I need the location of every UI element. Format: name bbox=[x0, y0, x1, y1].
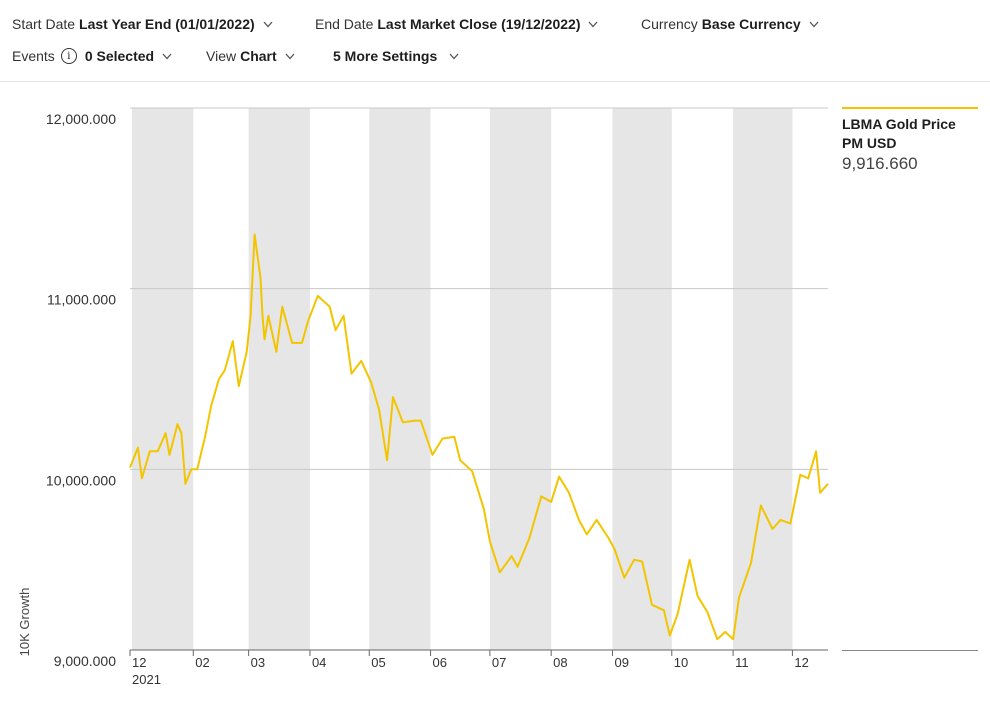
gold-price-chart[interactable]: 12,000.00011,000.00010,000.0009,000.000 … bbox=[0, 82, 840, 701]
legend-series-value: 9,916.660 bbox=[842, 154, 918, 173]
end-date-value: Last Market Close (19/12/2022) bbox=[377, 16, 581, 32]
y-tick-label: 12,000.000 bbox=[46, 111, 116, 127]
chevron-down-icon bbox=[162, 53, 172, 60]
x-tick-sublabel: 2021 bbox=[132, 672, 161, 687]
events-selector[interactable]: Events i 0 Selected bbox=[12, 48, 172, 64]
more-settings-label: 5 More Settings bbox=[333, 48, 438, 64]
y-tick-label: 10,000.000 bbox=[46, 472, 116, 488]
x-tick-label: 02 bbox=[195, 655, 209, 670]
info-icon[interactable]: i bbox=[60, 48, 77, 64]
x-tick-label: 04 bbox=[312, 655, 326, 670]
y-axis-ticks: 12,000.000 11,000.000 10,000.000 9,000.000 bbox=[46, 111, 116, 669]
legend-series-name: LBMA Gold Price PM USD bbox=[842, 116, 956, 151]
shaded-band-11 bbox=[733, 108, 793, 650]
chevron-down-icon bbox=[285, 53, 295, 60]
start-date-value: Last Year End (01/01/2022) bbox=[79, 16, 255, 32]
y-tick-label: 11,000.000 bbox=[47, 292, 116, 308]
chevron-down-icon bbox=[263, 21, 273, 28]
events-value: 0 Selected bbox=[84, 48, 155, 64]
x-tick-label: 12 bbox=[132, 655, 146, 670]
start-date-selector[interactable]: Start Date Last Year End (01/01/2022) bbox=[12, 16, 273, 32]
shaded-band-01 bbox=[131, 108, 194, 650]
x-tick-label: 06 bbox=[433, 655, 447, 670]
end-date-label: End Date bbox=[315, 16, 374, 32]
settings-toolbar: Start Date Last Year End (01/01/2022) En… bbox=[0, 0, 990, 82]
y-axis-label: 10K Growth bbox=[17, 588, 32, 657]
series-line bbox=[129, 233, 829, 641]
end-date-selector[interactable]: End Date Last Market Close (19/12/2022) bbox=[315, 16, 598, 32]
x-tick-label: 03 bbox=[251, 655, 265, 670]
view-selector[interactable]: View Chart bbox=[206, 48, 295, 64]
shaded-month-bands bbox=[131, 108, 793, 650]
more-settings-button[interactable]: 5 More Settings bbox=[333, 48, 459, 64]
chart-legend: LBMA Gold Price PM USD 9,916.660 bbox=[842, 107, 978, 175]
shaded-band-05 bbox=[369, 108, 431, 650]
chevron-down-icon bbox=[588, 21, 598, 28]
view-label: View bbox=[206, 48, 237, 64]
currency-label: Currency bbox=[641, 16, 698, 32]
shaded-band-09 bbox=[612, 108, 672, 650]
x-tick-label: 08 bbox=[553, 655, 567, 670]
series-line-group bbox=[129, 233, 829, 641]
x-tick-label: 05 bbox=[371, 655, 385, 670]
shaded-band-03 bbox=[248, 108, 310, 650]
x-tick-label: 07 bbox=[492, 655, 506, 670]
start-date-label: Start Date bbox=[12, 16, 76, 32]
x-tick-label: 10 bbox=[674, 655, 688, 670]
view-value: Chart bbox=[240, 48, 277, 64]
x-tick-label: 12 bbox=[794, 655, 808, 670]
legend-divider bbox=[842, 650, 978, 651]
currency-selector[interactable]: Currency Base Currency bbox=[641, 16, 819, 32]
y-tick-label: 9,000.000 bbox=[54, 653, 116, 669]
x-tick-label: 09 bbox=[614, 655, 628, 670]
x-tick-label: 11 bbox=[735, 655, 749, 670]
events-label: Events bbox=[12, 48, 55, 64]
gridlines bbox=[130, 107, 828, 651]
chevron-down-icon bbox=[809, 21, 819, 28]
chevron-down-icon bbox=[449, 53, 459, 60]
x-axis-ticks: 12 02 03 04 05 06 07 08 09 10 11 12 2021 bbox=[129, 650, 809, 687]
currency-value: Base Currency bbox=[701, 16, 801, 32]
